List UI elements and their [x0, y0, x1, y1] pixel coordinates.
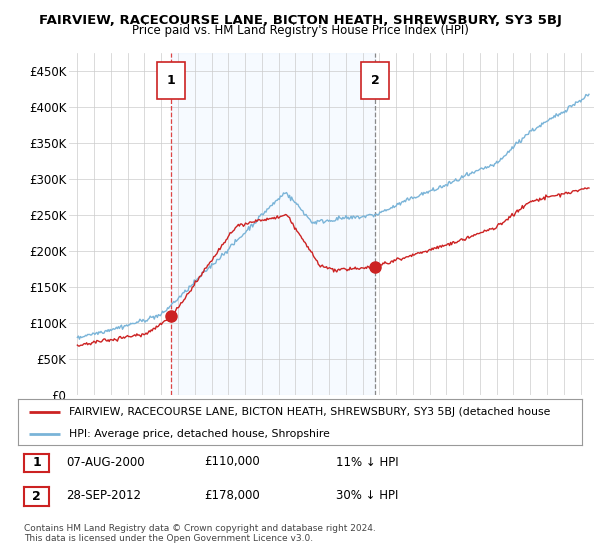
Text: 1: 1: [32, 456, 41, 469]
Text: 11% ↓ HPI: 11% ↓ HPI: [336, 455, 398, 469]
Text: £178,000: £178,000: [204, 489, 260, 502]
Text: Contains HM Land Registry data © Crown copyright and database right 2024.
This d: Contains HM Land Registry data © Crown c…: [24, 524, 376, 543]
Text: HPI: Average price, detached house, Shropshire: HPI: Average price, detached house, Shro…: [69, 429, 329, 438]
Text: 1: 1: [167, 74, 176, 87]
Text: Price paid vs. HM Land Registry's House Price Index (HPI): Price paid vs. HM Land Registry's House …: [131, 24, 469, 37]
FancyBboxPatch shape: [157, 62, 185, 99]
Text: 30% ↓ HPI: 30% ↓ HPI: [336, 489, 398, 502]
Text: £110,000: £110,000: [204, 455, 260, 469]
Text: FAIRVIEW, RACECOURSE LANE, BICTON HEATH, SHREWSBURY, SY3 5BJ: FAIRVIEW, RACECOURSE LANE, BICTON HEATH,…: [38, 14, 562, 27]
Text: FAIRVIEW, RACECOURSE LANE, BICTON HEATH, SHREWSBURY, SY3 5BJ (detached house: FAIRVIEW, RACECOURSE LANE, BICTON HEATH,…: [69, 407, 550, 417]
Text: 2: 2: [32, 490, 41, 503]
Text: 07-AUG-2000: 07-AUG-2000: [66, 455, 145, 469]
FancyBboxPatch shape: [361, 62, 389, 99]
Text: 2: 2: [371, 74, 379, 87]
Bar: [172, 53, 375, 395]
Text: 28-SEP-2012: 28-SEP-2012: [66, 489, 141, 502]
